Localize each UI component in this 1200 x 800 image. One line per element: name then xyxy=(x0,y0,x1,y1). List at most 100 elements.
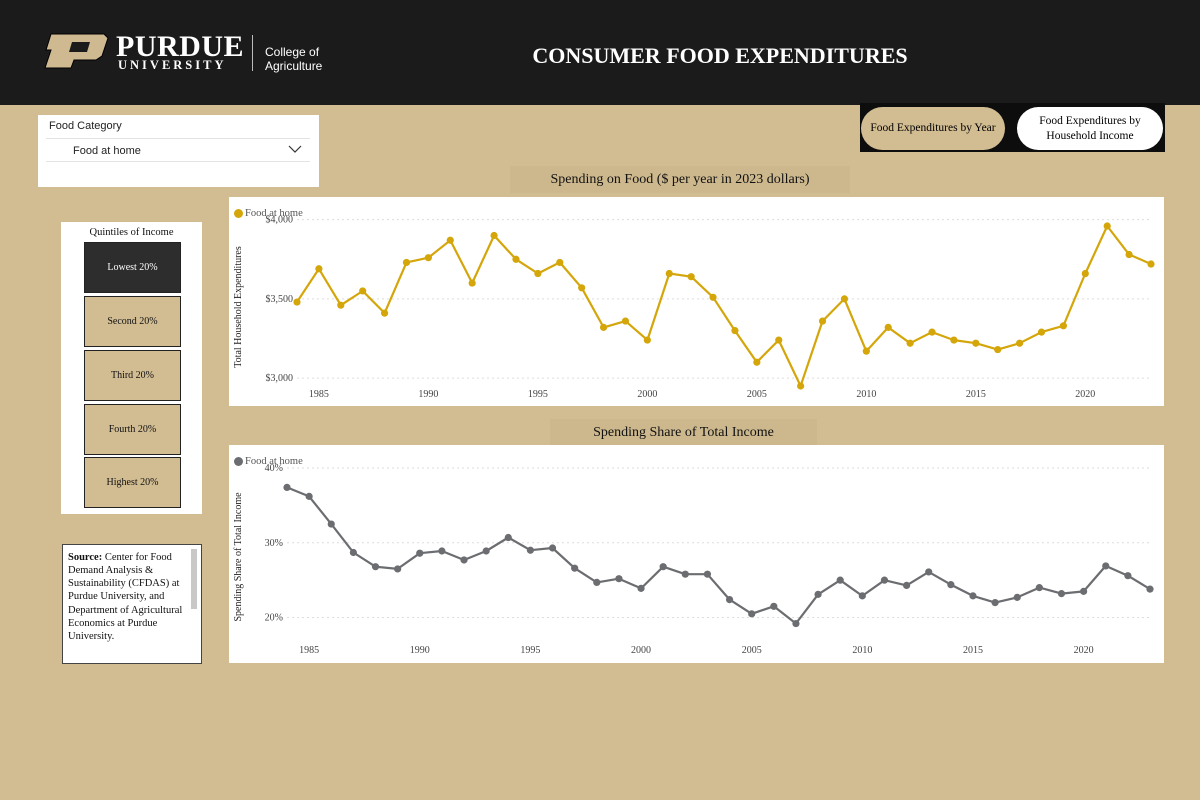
data-point[interactable] xyxy=(1037,328,1046,336)
data-point[interactable] xyxy=(446,236,454,244)
data-point[interactable] xyxy=(643,336,651,344)
data-point[interactable] xyxy=(482,547,490,555)
data-point[interactable] xyxy=(659,563,667,571)
data-point[interactable] xyxy=(906,339,914,347)
data-point[interactable] xyxy=(880,576,889,584)
data-point[interactable] xyxy=(371,563,380,571)
share-chart-title: Spending Share of Total Income xyxy=(550,419,817,446)
data-point[interactable] xyxy=(1057,590,1066,598)
data-point[interactable] xyxy=(1103,222,1111,230)
data-point[interactable] xyxy=(969,592,977,600)
data-point[interactable] xyxy=(380,309,389,317)
data-point[interactable] xyxy=(770,602,778,610)
data-point[interactable] xyxy=(814,590,822,598)
data-point[interactable] xyxy=(621,317,630,325)
data-point[interactable] xyxy=(703,570,712,578)
data-point[interactable] xyxy=(637,584,645,592)
quintile-highest-button[interactable]: Highest 20% xyxy=(84,457,181,508)
data-point[interactable] xyxy=(349,548,357,557)
data-point[interactable] xyxy=(991,599,999,607)
data-point[interactable] xyxy=(1146,585,1154,593)
data-point[interactable] xyxy=(416,549,424,557)
x-tick-label: 2015 xyxy=(963,645,983,656)
data-point[interactable] xyxy=(748,610,756,618)
data-point[interactable] xyxy=(725,596,734,604)
data-point[interactable] xyxy=(327,520,335,528)
data-point[interactable] xyxy=(1125,250,1133,259)
data-point[interactable] xyxy=(468,279,476,287)
data-point[interactable] xyxy=(599,323,608,331)
quintile-fourth-button[interactable]: Fourth 20% xyxy=(84,404,181,455)
data-point[interactable] xyxy=(593,578,601,587)
data-point[interactable] xyxy=(305,492,313,500)
data-point[interactable] xyxy=(775,336,783,344)
data-point[interactable] xyxy=(862,347,870,355)
data-point[interactable] xyxy=(681,570,689,578)
data-point[interactable] xyxy=(947,581,955,589)
data-point[interactable] xyxy=(359,287,367,295)
data-point[interactable] xyxy=(1059,322,1068,330)
data-point[interactable] xyxy=(526,546,535,554)
data-point[interactable] xyxy=(337,301,345,309)
data-point[interactable] xyxy=(950,336,958,344)
data-point[interactable] xyxy=(460,556,468,564)
data-point[interactable] xyxy=(792,619,800,628)
data-point[interactable] xyxy=(840,295,849,303)
data-point[interactable] xyxy=(534,269,542,278)
data-point[interactable] xyxy=(731,326,739,335)
data-point[interactable] xyxy=(972,339,980,347)
data-point[interactable] xyxy=(858,592,866,600)
data-point[interactable] xyxy=(1147,260,1155,268)
data-point[interactable] xyxy=(1081,269,1089,278)
food-chart-legend: Food at home xyxy=(234,208,303,219)
data-point[interactable] xyxy=(1080,587,1088,595)
data-point[interactable] xyxy=(687,273,695,281)
data-point[interactable] xyxy=(504,533,512,542)
quintile-third-button[interactable]: Third 20% xyxy=(84,350,181,401)
data-point[interactable] xyxy=(1102,562,1110,570)
data-point[interactable] xyxy=(402,258,411,267)
data-point[interactable] xyxy=(1016,339,1024,347)
data-point[interactable] xyxy=(293,298,301,306)
food-category-dropdown[interactable]: Food at home xyxy=(46,138,310,162)
data-point[interactable] xyxy=(1013,593,1021,601)
purdue-logo[interactable]: PURDUE UNIVERSITY College of Agriculture xyxy=(42,30,362,73)
data-point[interactable] xyxy=(615,575,623,583)
data-point[interactable] xyxy=(490,231,498,240)
income-quintile-slicer: Quintiles of Income Lowest 20% Second 20… xyxy=(61,222,202,514)
quintile-lowest-button[interactable]: Lowest 20% xyxy=(84,242,181,293)
quintile-second-button[interactable]: Second 20% xyxy=(84,296,181,347)
nav-food-by-year-button[interactable]: Food Expenditures by Year xyxy=(861,107,1005,150)
data-point[interactable] xyxy=(578,284,586,292)
y-axis-label: Spending Share of Total Income xyxy=(233,492,244,622)
source-scrollbar[interactable] xyxy=(191,549,197,609)
data-point[interactable] xyxy=(315,265,323,273)
data-point[interactable] xyxy=(925,568,933,576)
food-category-label: Food Category xyxy=(49,120,122,132)
data-point[interactable] xyxy=(438,547,446,555)
data-point[interactable] xyxy=(1124,572,1132,580)
data-point[interactable] xyxy=(548,544,557,552)
data-point[interactable] xyxy=(571,564,579,572)
data-point[interactable] xyxy=(709,293,717,301)
data-point[interactable] xyxy=(556,258,564,267)
data-point[interactable] xyxy=(665,269,673,278)
data-point[interactable] xyxy=(797,382,805,390)
logo-wordmark: PURDUE xyxy=(116,30,244,63)
data-point[interactable] xyxy=(424,254,432,262)
data-point[interactable] xyxy=(1035,584,1043,592)
data-point[interactable] xyxy=(994,345,1002,354)
y-tick-label: 40% xyxy=(265,463,283,474)
data-point[interactable] xyxy=(283,483,291,492)
data-point[interactable] xyxy=(836,576,844,584)
data-point[interactable] xyxy=(884,323,892,331)
college-name: College of Agriculture xyxy=(265,45,323,73)
data-point[interactable] xyxy=(394,565,402,573)
data-point[interactable] xyxy=(902,581,911,589)
data-point[interactable] xyxy=(818,317,827,325)
x-tick-label: 2020 xyxy=(1075,389,1095,400)
data-point[interactable] xyxy=(753,358,761,366)
nav-food-by-income-button[interactable]: Food Expenditures by Household Income xyxy=(1017,107,1163,150)
data-point[interactable] xyxy=(928,328,936,336)
data-point[interactable] xyxy=(512,255,520,263)
